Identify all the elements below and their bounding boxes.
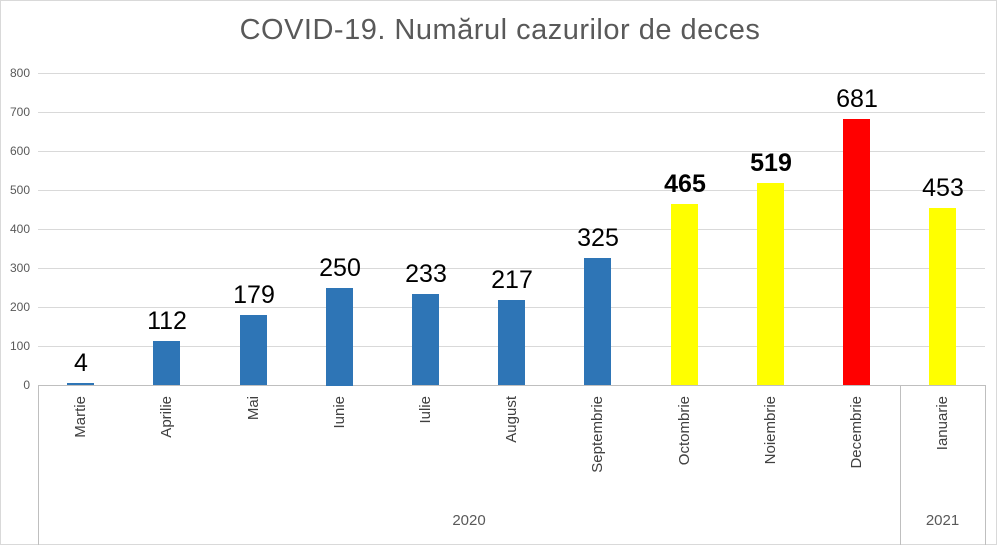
value-label-decembrie: 681 xyxy=(836,85,878,113)
gridline xyxy=(38,229,985,230)
y-axis-tick-label: 700 xyxy=(9,105,30,119)
x-axis-category-label-ianuarie: Ianuarie xyxy=(934,396,951,451)
y-axis-tick-label: 400 xyxy=(9,222,30,236)
value-label-iulie: 233 xyxy=(405,260,447,288)
x-axis-line xyxy=(38,385,985,386)
y-axis-tick-label: 200 xyxy=(9,300,30,314)
value-label-octombrie: 465 xyxy=(664,170,706,198)
y-axis-tick-label: 100 xyxy=(9,339,30,353)
value-label-august: 217 xyxy=(491,266,533,294)
y-axis-tick-label: 500 xyxy=(9,183,30,197)
x-axis-category-label-noiembrie: Noiembrie xyxy=(762,396,779,465)
bar-martie xyxy=(67,383,94,385)
year-group-label: 2021 xyxy=(925,512,960,529)
value-label-ianuarie: 453 xyxy=(922,174,964,202)
y-axis-tick-label: 600 xyxy=(9,144,30,158)
axis-box-divider xyxy=(900,385,901,545)
x-axis-category-label-iulie: Iulie xyxy=(417,396,434,424)
bar-aprilie xyxy=(153,341,180,385)
bar-ianuarie xyxy=(929,208,956,385)
gridline xyxy=(38,190,985,191)
value-label-iunie: 250 xyxy=(319,254,361,282)
value-label-martie: 4 xyxy=(74,349,88,377)
x-axis-category-label-septembrie: Septembrie xyxy=(589,396,606,473)
bar-septembrie xyxy=(584,258,611,385)
x-axis-category-label-decembrie: Decembrie xyxy=(848,396,865,469)
chart-title: COVID-19. Numărul cazurilor de deces xyxy=(239,14,761,46)
x-axis-category-label-iunie: Iunie xyxy=(331,396,348,429)
x-axis-category-label-mai: Mai xyxy=(245,396,262,421)
gridline xyxy=(38,73,985,74)
y-axis-tick-label: 0 xyxy=(23,378,30,392)
year-group-label: 2020 xyxy=(452,512,486,529)
value-label-aprilie: 112 xyxy=(147,307,187,335)
y-axis-tick-label: 300 xyxy=(9,261,30,275)
value-label-noiembrie: 519 xyxy=(750,149,792,177)
x-axis-category-label-octombrie: Octombrie xyxy=(676,396,693,466)
x-axis-category-label-august: August xyxy=(503,396,520,443)
axis-box-divider xyxy=(985,385,986,545)
bar-noiembrie xyxy=(757,183,784,385)
x-axis-category-label-aprilie: Aprilie xyxy=(158,396,175,438)
value-label-mai: 179 xyxy=(233,281,275,309)
axis-box-divider xyxy=(38,385,39,545)
bar-octombrie xyxy=(671,204,698,385)
bar-august xyxy=(498,300,525,385)
gridline xyxy=(38,268,985,269)
bar-decembrie xyxy=(843,119,870,385)
gridline xyxy=(38,151,985,152)
value-label-septembrie: 325 xyxy=(577,224,619,252)
y-axis-tick-label: 800 xyxy=(9,66,30,80)
bar-mai xyxy=(240,315,267,385)
x-axis-category-label-martie: Martie xyxy=(72,396,89,438)
gridline xyxy=(38,112,985,113)
bar-iulie xyxy=(412,294,439,385)
bar-iunie xyxy=(326,288,353,386)
